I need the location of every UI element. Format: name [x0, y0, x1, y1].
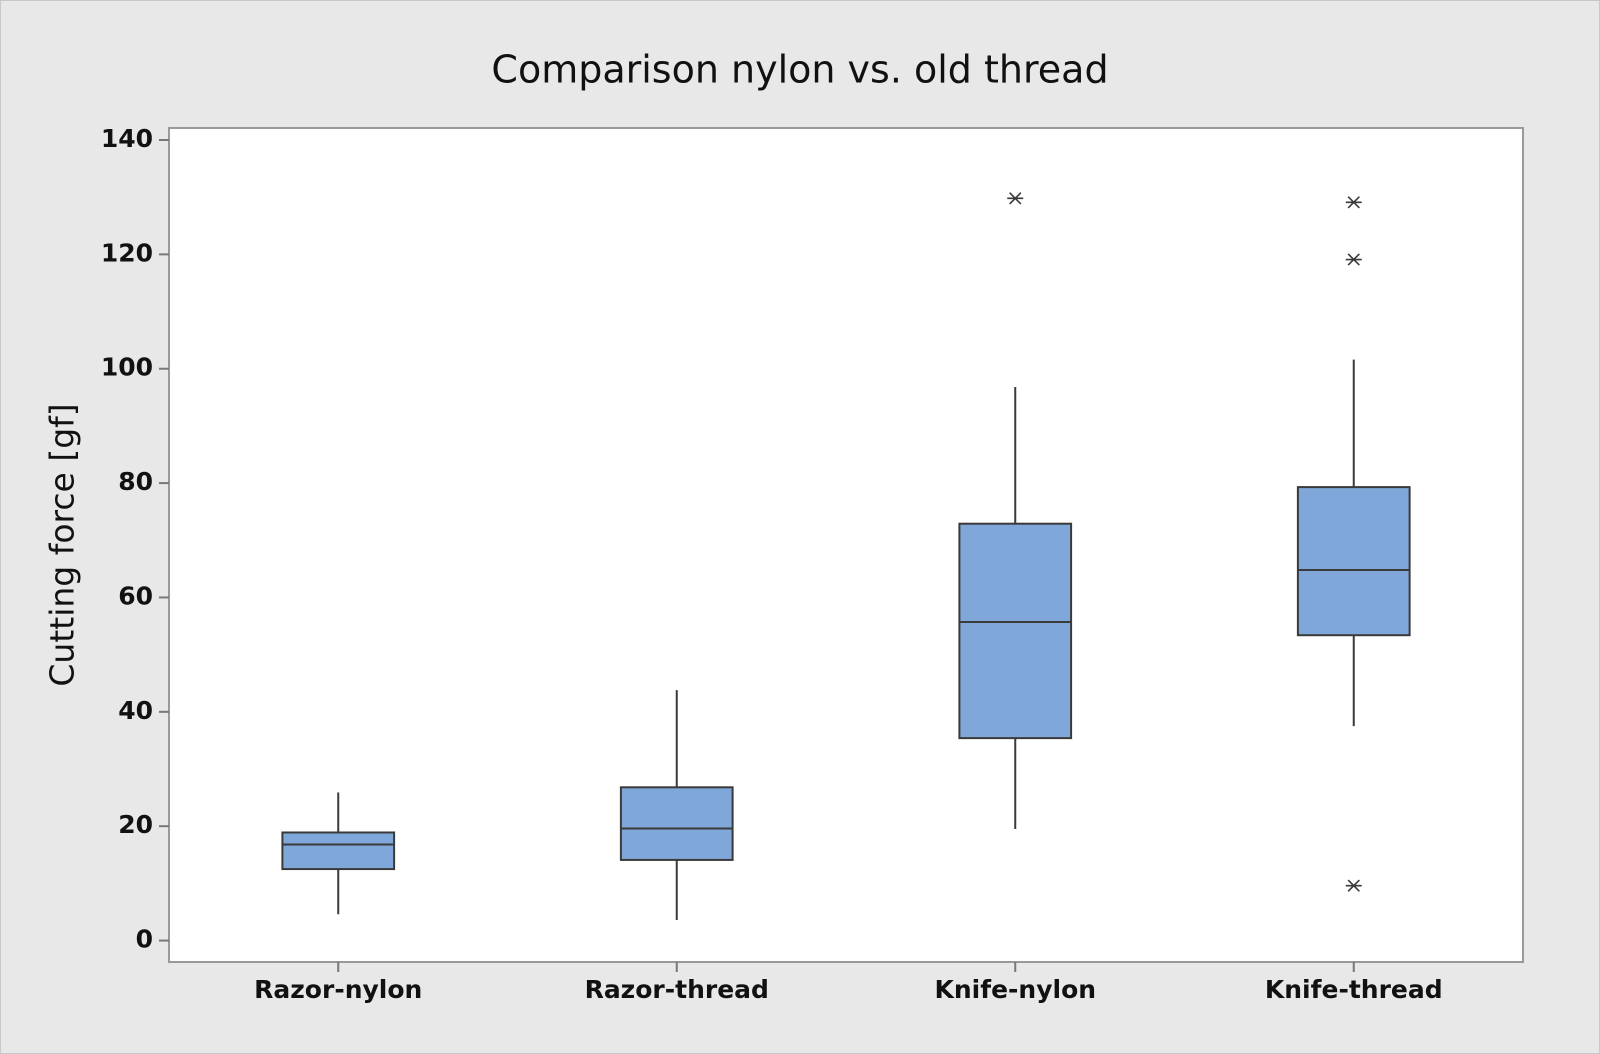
y-tick-label: 140 — [101, 124, 153, 153]
x-tick-label: Razor-thread — [585, 975, 769, 1004]
x-tick-label: Razor-nylon — [254, 975, 422, 1004]
box — [958, 522, 1073, 740]
x-tick-label: Knife-nylon — [934, 975, 1096, 1004]
outlier — [1345, 253, 1362, 266]
y-tick-label: 0 — [136, 925, 153, 954]
outlier — [1345, 196, 1362, 209]
y-tick-label: 120 — [101, 238, 153, 267]
y-axis-label: Cutting force [gf] — [43, 403, 82, 686]
x-tick-label: Knife-thread — [1265, 975, 1443, 1004]
y-tick-label: 20 — [118, 810, 153, 839]
y-tick-label: 40 — [118, 696, 153, 725]
outlier — [1345, 879, 1362, 892]
y-tick-label: 100 — [101, 353, 153, 382]
box — [281, 831, 396, 871]
y-tick-label: 60 — [118, 581, 153, 610]
y-tick-label: 80 — [118, 467, 153, 496]
box — [619, 786, 734, 861]
outlier — [1007, 192, 1024, 205]
chart-title: Comparison nylon vs. old thread — [491, 48, 1108, 92]
box — [1296, 486, 1411, 637]
